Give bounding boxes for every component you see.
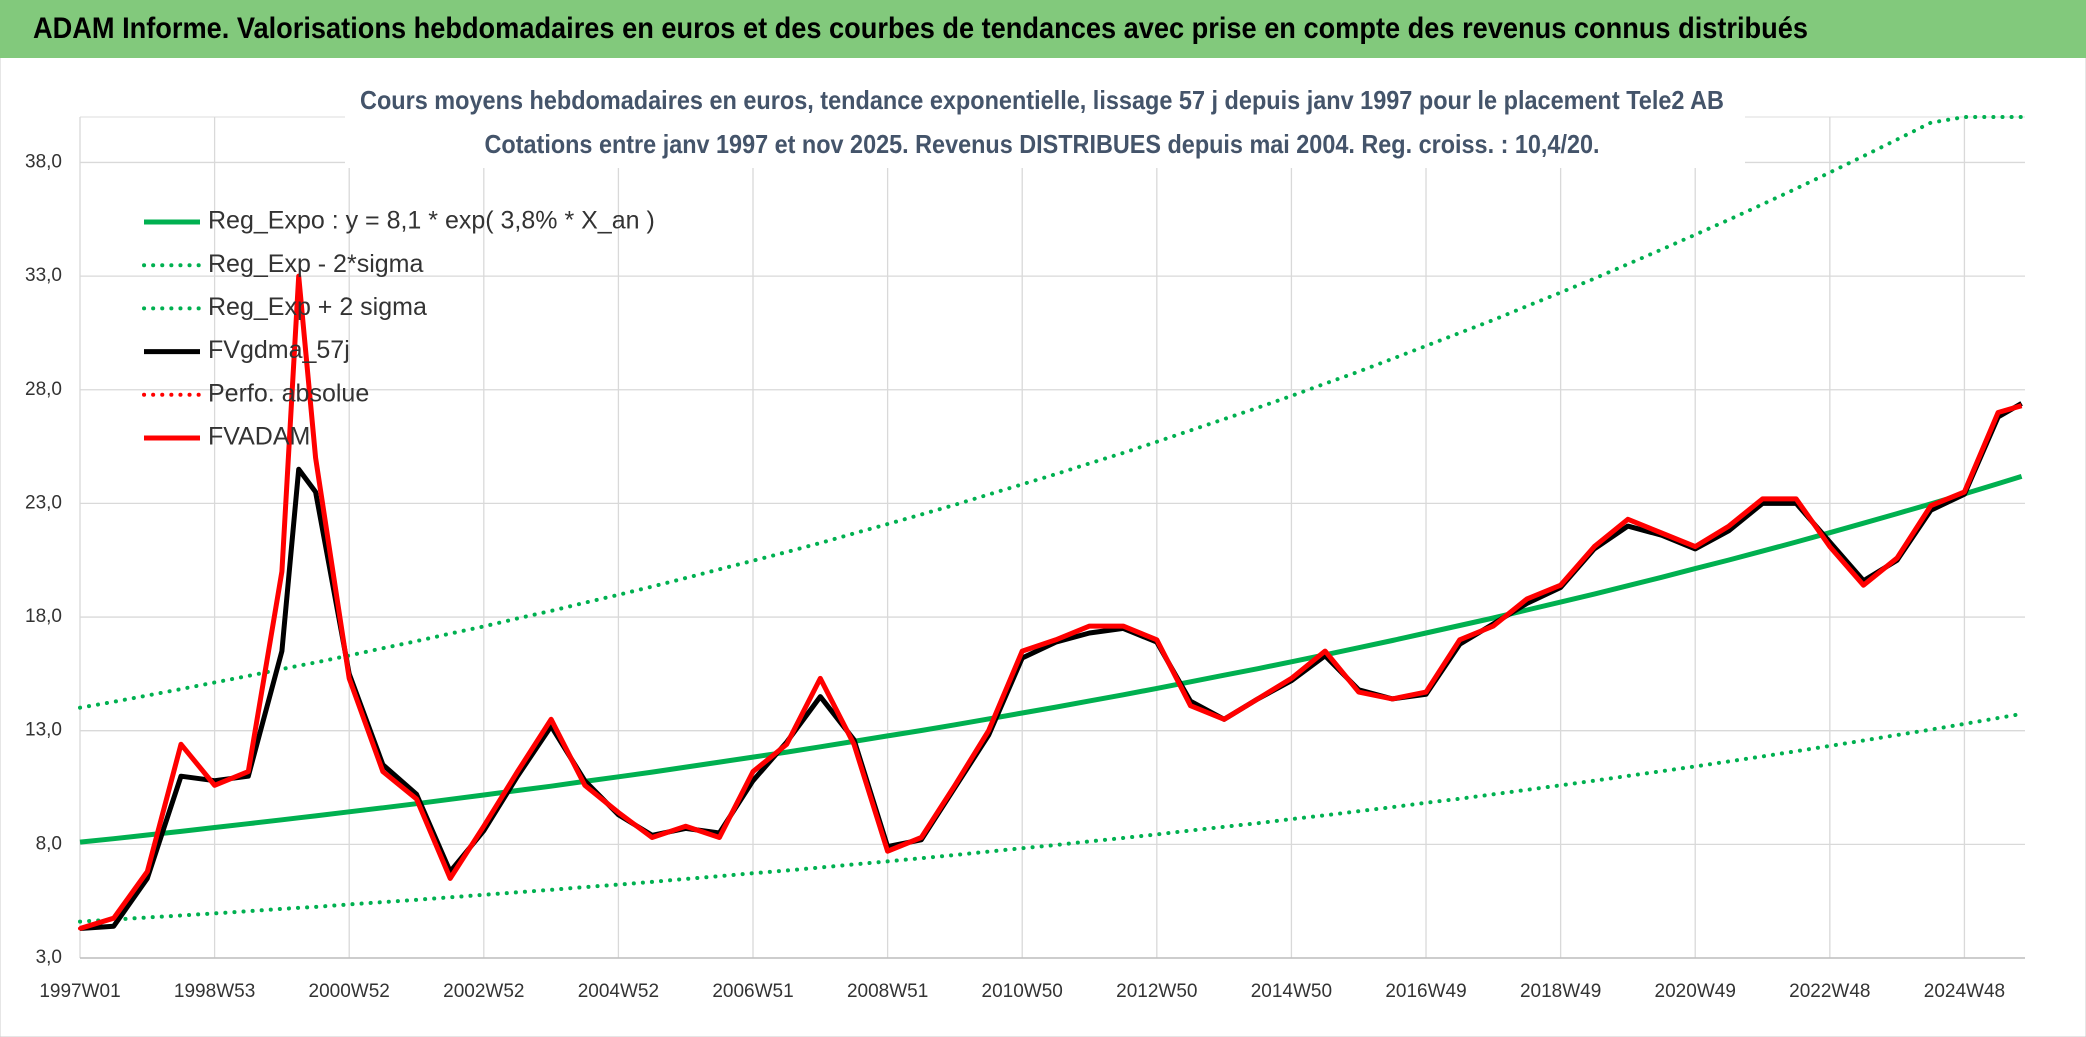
x-tick-label: 2010W50 (982, 981, 1063, 1002)
y-tick-label: 8,0 (36, 833, 62, 854)
legend: Reg_Expo : y = 8,1 * exp( 3,8% * X_an ) R… (142, 207, 655, 451)
x-tick-label: 1997W01 (39, 981, 120, 1002)
legend-label: Perfo. absolue (208, 379, 369, 407)
y-tick-label: 23,0 (25, 492, 62, 513)
x-tick-label: 2022W48 (1789, 981, 1870, 1002)
x-tick-label: 2000W52 (309, 981, 390, 1002)
series-line (79, 273, 2023, 931)
x-tick-label: 2012W50 (1116, 981, 1197, 1002)
y-tick-label: 3,0 (36, 947, 62, 968)
legend-label: Reg_Exp + 2 sigma (208, 293, 427, 321)
x-tick-label: 2018W49 (1520, 981, 1601, 1002)
x-tick-label: 2004W52 (578, 981, 659, 1002)
x-tick-label: 1998W53 (174, 981, 255, 1002)
x-tick-label: 2002W52 (443, 981, 524, 1002)
series-line (78, 115, 2024, 710)
y-tick-label: 13,0 (25, 720, 62, 741)
y-tick-label: 18,0 (25, 606, 62, 627)
x-tick-label: 2020W49 (1655, 981, 1736, 1002)
x-tick-label: 2008W51 (847, 981, 928, 1002)
x-tick-label: 2016W49 (1385, 981, 1466, 1002)
legend-label: FVgdma_57j (208, 336, 350, 364)
legend-label: Reg_Exp - 2*sigma (208, 250, 423, 278)
y-tick-label: 38,0 (25, 151, 62, 172)
series-line (79, 474, 2023, 845)
chart-title: Cours moyens hebdomadaires en euros, ten… (360, 85, 1724, 115)
x-tick-label: 2024W48 (1924, 981, 2005, 1002)
header-bar (0, 0, 2086, 58)
series-line (78, 711, 2024, 924)
plot: 3,0 8,0 13,0 18,0 23,0 28,0 33,0 38,0 1997W01 199… (25, 115, 2025, 1002)
x-tick-label: 2006W51 (712, 981, 793, 1002)
legend-label: Reg_Expo : y = 8,1 * exp( 3,8% * X_an ) (208, 207, 655, 235)
title-backdrop (345, 84, 1745, 168)
legend-label: FVADAM (208, 423, 310, 451)
x-tick-label: 2014W50 (1251, 981, 1332, 1002)
y-tick-label: 33,0 (25, 265, 62, 286)
y-tick-label: 28,0 (25, 379, 62, 400)
chart-subtitle: Cotations entre janv 1997 et nov 2025. R… (485, 129, 1600, 159)
header-title: ADAM Informe. Valorisations hebdomadaire… (33, 12, 1808, 45)
